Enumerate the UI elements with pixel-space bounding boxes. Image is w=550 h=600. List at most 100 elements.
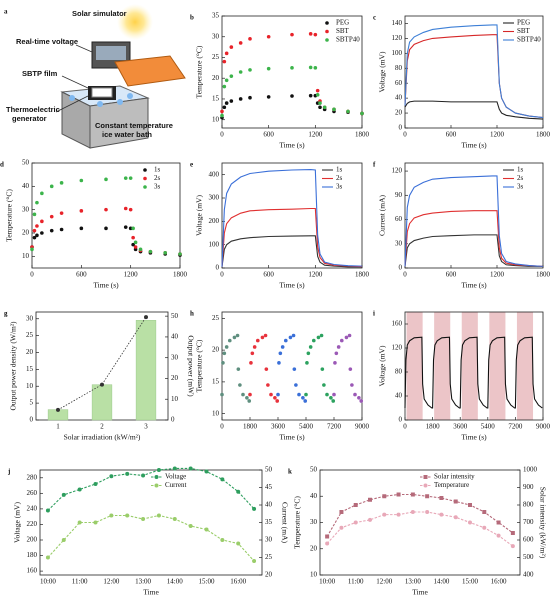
marker bbox=[266, 95, 271, 99]
marker bbox=[163, 251, 167, 255]
ice bbox=[97, 101, 103, 107]
x-tick-label: 3600 bbox=[453, 423, 468, 431]
marker bbox=[288, 335, 293, 340]
y-tick-label: 20 bbox=[212, 346, 220, 354]
marker bbox=[238, 97, 243, 101]
data-line bbox=[404, 210, 544, 267]
marker bbox=[468, 520, 472, 525]
x-axis-label: Time (s) bbox=[93, 281, 119, 290]
panel-label: e bbox=[190, 161, 193, 169]
y-tick-label: 60 bbox=[395, 79, 403, 87]
y-tick-label: 90 bbox=[395, 191, 403, 199]
marker bbox=[304, 392, 308, 397]
y-axis-label: Output power density (W/m²) bbox=[9, 321, 18, 411]
data-line bbox=[47, 467, 255, 511]
marker bbox=[123, 206, 128, 211]
legend-label: Voltage bbox=[165, 473, 186, 481]
plot-frame bbox=[221, 15, 363, 129]
y-tick-label: 120 bbox=[392, 344, 403, 352]
x-tick-label: 12:00 bbox=[103, 578, 119, 586]
marker bbox=[311, 338, 316, 343]
y2-tick-label: 35 bbox=[265, 518, 273, 526]
y2-tick-label: 800 bbox=[523, 501, 534, 509]
ice bbox=[69, 95, 75, 101]
x-tick-label: 10:00 bbox=[40, 578, 56, 586]
marker bbox=[35, 200, 39, 205]
marker bbox=[222, 105, 227, 110]
x-tick-label: 11:00 bbox=[348, 578, 364, 586]
legend-label: 2s bbox=[336, 174, 343, 182]
x-tick-label: 13:00 bbox=[405, 578, 421, 586]
x-tick-label: 600 bbox=[446, 131, 457, 139]
x-tick-label: 13:00 bbox=[135, 578, 151, 586]
label: Real-time voltage bbox=[16, 37, 78, 46]
x-tick-label: 1800 bbox=[243, 423, 258, 431]
marker bbox=[220, 538, 225, 542]
y-tick-label: 80 bbox=[395, 64, 403, 72]
y-tick-label: 200 bbox=[27, 536, 38, 544]
y-tick-label: 20 bbox=[26, 348, 34, 356]
marker bbox=[131, 242, 135, 247]
marker bbox=[204, 469, 209, 474]
marker bbox=[224, 51, 229, 56]
y-tick-label: 25 bbox=[26, 331, 34, 339]
marker bbox=[49, 184, 54, 189]
y-axis-label: Voltage (mV) bbox=[378, 51, 387, 92]
marker bbox=[222, 84, 227, 89]
marker bbox=[35, 224, 39, 228]
film bbox=[91, 87, 113, 98]
x-tick-label: 1200 bbox=[490, 271, 505, 279]
marker bbox=[143, 185, 147, 189]
legend-label: 3s bbox=[336, 183, 343, 191]
marker bbox=[104, 207, 108, 212]
marker bbox=[56, 407, 60, 412]
pointer bbox=[61, 75, 89, 89]
y2-axis-label: Current (mA) bbox=[280, 502, 289, 544]
marker bbox=[229, 99, 234, 103]
y-tick-label: 40 bbox=[22, 182, 30, 190]
y-axis-label: Temperature (°C) bbox=[5, 189, 14, 242]
marker bbox=[252, 345, 257, 349]
data-line bbox=[47, 514, 255, 562]
data-line bbox=[326, 493, 514, 537]
y-axis-label: Temperature (°C) bbox=[195, 45, 204, 98]
x-tick-label: 15:00 bbox=[462, 578, 478, 586]
y-tick-label: 100 bbox=[209, 240, 220, 248]
marker bbox=[61, 492, 66, 497]
x-axis-label: Time (s) bbox=[279, 141, 305, 150]
marker bbox=[154, 475, 159, 479]
legend-label: SBTP40 bbox=[336, 36, 360, 44]
marker bbox=[252, 506, 257, 511]
x-tick-label: 0 bbox=[220, 271, 224, 279]
y-tick-label: 280 bbox=[27, 473, 38, 481]
marker bbox=[143, 176, 147, 181]
marker bbox=[79, 226, 84, 231]
ice bbox=[117, 99, 123, 105]
marker bbox=[382, 494, 387, 499]
legend-label: SBT bbox=[336, 27, 350, 35]
marker bbox=[423, 483, 428, 488]
marker bbox=[248, 68, 252, 72]
marker bbox=[172, 466, 177, 471]
marker bbox=[425, 494, 430, 499]
x-tick-label: 10:00 bbox=[319, 578, 335, 586]
y-tick-label: 10 bbox=[310, 571, 318, 579]
marker bbox=[235, 333, 240, 338]
marker bbox=[308, 345, 313, 349]
tank-front bbox=[89, 97, 149, 149]
marker bbox=[396, 492, 401, 497]
marker bbox=[79, 209, 84, 213]
x-tick-label: 600 bbox=[263, 271, 274, 279]
x-tick-label: 1800 bbox=[426, 423, 441, 431]
x-axis-label: Time (s) bbox=[461, 433, 487, 442]
x-tick-label: 16:00 bbox=[491, 578, 507, 586]
marker bbox=[329, 395, 333, 400]
marker bbox=[32, 212, 37, 217]
marker bbox=[248, 392, 252, 397]
data-line bbox=[404, 336, 543, 409]
legend-label: PEG bbox=[336, 19, 349, 27]
marker bbox=[273, 395, 277, 400]
marker bbox=[128, 176, 133, 180]
legend-label: 1s bbox=[336, 166, 343, 174]
plot-frame bbox=[404, 15, 544, 129]
